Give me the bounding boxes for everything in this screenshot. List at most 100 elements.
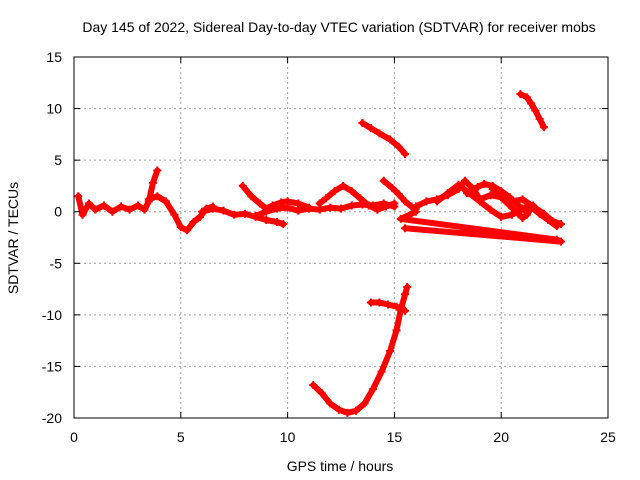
data-point	[125, 205, 134, 214]
series-arc-13.5-15.6h	[358, 119, 410, 158]
data-point	[486, 191, 495, 200]
data-point	[527, 99, 536, 108]
y-tick-label: -20	[42, 410, 62, 426]
data-point	[401, 149, 410, 158]
data-point	[522, 210, 531, 219]
series-short-13.9-15.6h	[366, 298, 410, 315]
data-point	[144, 195, 153, 204]
data-point	[277, 198, 286, 207]
data-point	[84, 199, 93, 208]
chart-title: Day 145 of 2022, Sidereal Day-to-day VTE…	[82, 19, 595, 35]
data-point	[262, 215, 271, 224]
data-point	[544, 215, 553, 224]
x-axis-label: GPS time / hours	[287, 458, 394, 474]
data-point	[375, 129, 384, 138]
data-point	[396, 214, 405, 223]
data-point	[330, 187, 339, 196]
data-point	[514, 209, 523, 218]
data-point	[552, 222, 561, 231]
data-point	[401, 224, 410, 233]
data-point	[531, 106, 540, 115]
data-point	[251, 211, 260, 220]
data-point	[401, 290, 410, 299]
y-tick-label: 15	[46, 49, 62, 65]
data-point	[473, 182, 482, 191]
data-point	[315, 199, 324, 208]
data-point	[369, 385, 378, 394]
data-point	[247, 192, 256, 201]
data-point	[390, 199, 399, 208]
data-point	[149, 178, 158, 187]
data-point	[516, 90, 525, 99]
data-point	[140, 205, 149, 214]
data-point	[240, 209, 249, 218]
data-point	[514, 201, 523, 210]
data-point	[443, 189, 452, 198]
series-j-curve	[309, 283, 412, 417]
y-tick-label: -15	[42, 358, 62, 374]
data-point	[552, 235, 561, 244]
y-tick-label: 0	[54, 204, 62, 220]
data-point	[388, 183, 397, 192]
data-point	[394, 142, 403, 151]
data-point	[379, 176, 388, 185]
data-point	[505, 193, 514, 202]
data-point	[375, 298, 384, 307]
y-axis-label: SDTVAR / TECUs	[5, 182, 21, 294]
data-point	[170, 210, 179, 219]
data-point	[334, 405, 343, 414]
data-point	[360, 399, 369, 408]
data-point	[480, 179, 489, 188]
data-point	[501, 197, 510, 206]
data-point	[358, 119, 367, 128]
data-point	[294, 199, 303, 208]
data-point	[377, 367, 386, 376]
data-point	[326, 399, 335, 408]
data-point	[255, 199, 264, 208]
data-point	[347, 187, 356, 196]
plot-frame	[73, 56, 609, 419]
y-tick-label: -5	[50, 255, 63, 271]
data-point	[373, 205, 382, 214]
series-line	[316, 182, 398, 213]
data-point	[539, 123, 548, 132]
data-point	[343, 408, 352, 417]
data-point	[507, 203, 516, 212]
data-point	[272, 204, 281, 213]
series-dots	[396, 207, 566, 246]
data-point	[294, 206, 303, 215]
y-tick-label: 5	[54, 152, 62, 168]
data-point	[153, 166, 162, 175]
data-point	[518, 213, 527, 222]
data-point	[283, 203, 292, 212]
data-point	[392, 302, 401, 311]
data-point	[183, 226, 192, 235]
x-tick-label: 15	[387, 429, 403, 445]
data-point	[322, 194, 331, 203]
x-tick-label: 20	[493, 429, 509, 445]
data-point	[401, 306, 410, 315]
data-point	[74, 192, 83, 201]
data-point	[366, 124, 375, 133]
data-point	[522, 93, 531, 102]
data-point	[356, 194, 365, 203]
data-point	[392, 326, 401, 335]
data-point	[134, 201, 143, 210]
data-point	[486, 205, 495, 214]
data-point	[208, 204, 217, 213]
axis-ticks: 0 5 10 15 20 25 -20 -15 -10 -5 0 5 10 15	[42, 49, 616, 445]
data-point	[108, 207, 117, 216]
data-point	[557, 237, 566, 246]
data-point	[351, 406, 360, 415]
data-point	[422, 197, 431, 206]
data-point	[304, 204, 313, 213]
y-tick-label: 10	[46, 101, 62, 117]
data-point	[463, 189, 472, 198]
data-point	[78, 210, 87, 219]
data-point	[347, 201, 356, 210]
data-point	[383, 300, 392, 309]
data-point	[161, 197, 170, 206]
data-point	[91, 205, 100, 214]
data-point	[488, 185, 497, 194]
